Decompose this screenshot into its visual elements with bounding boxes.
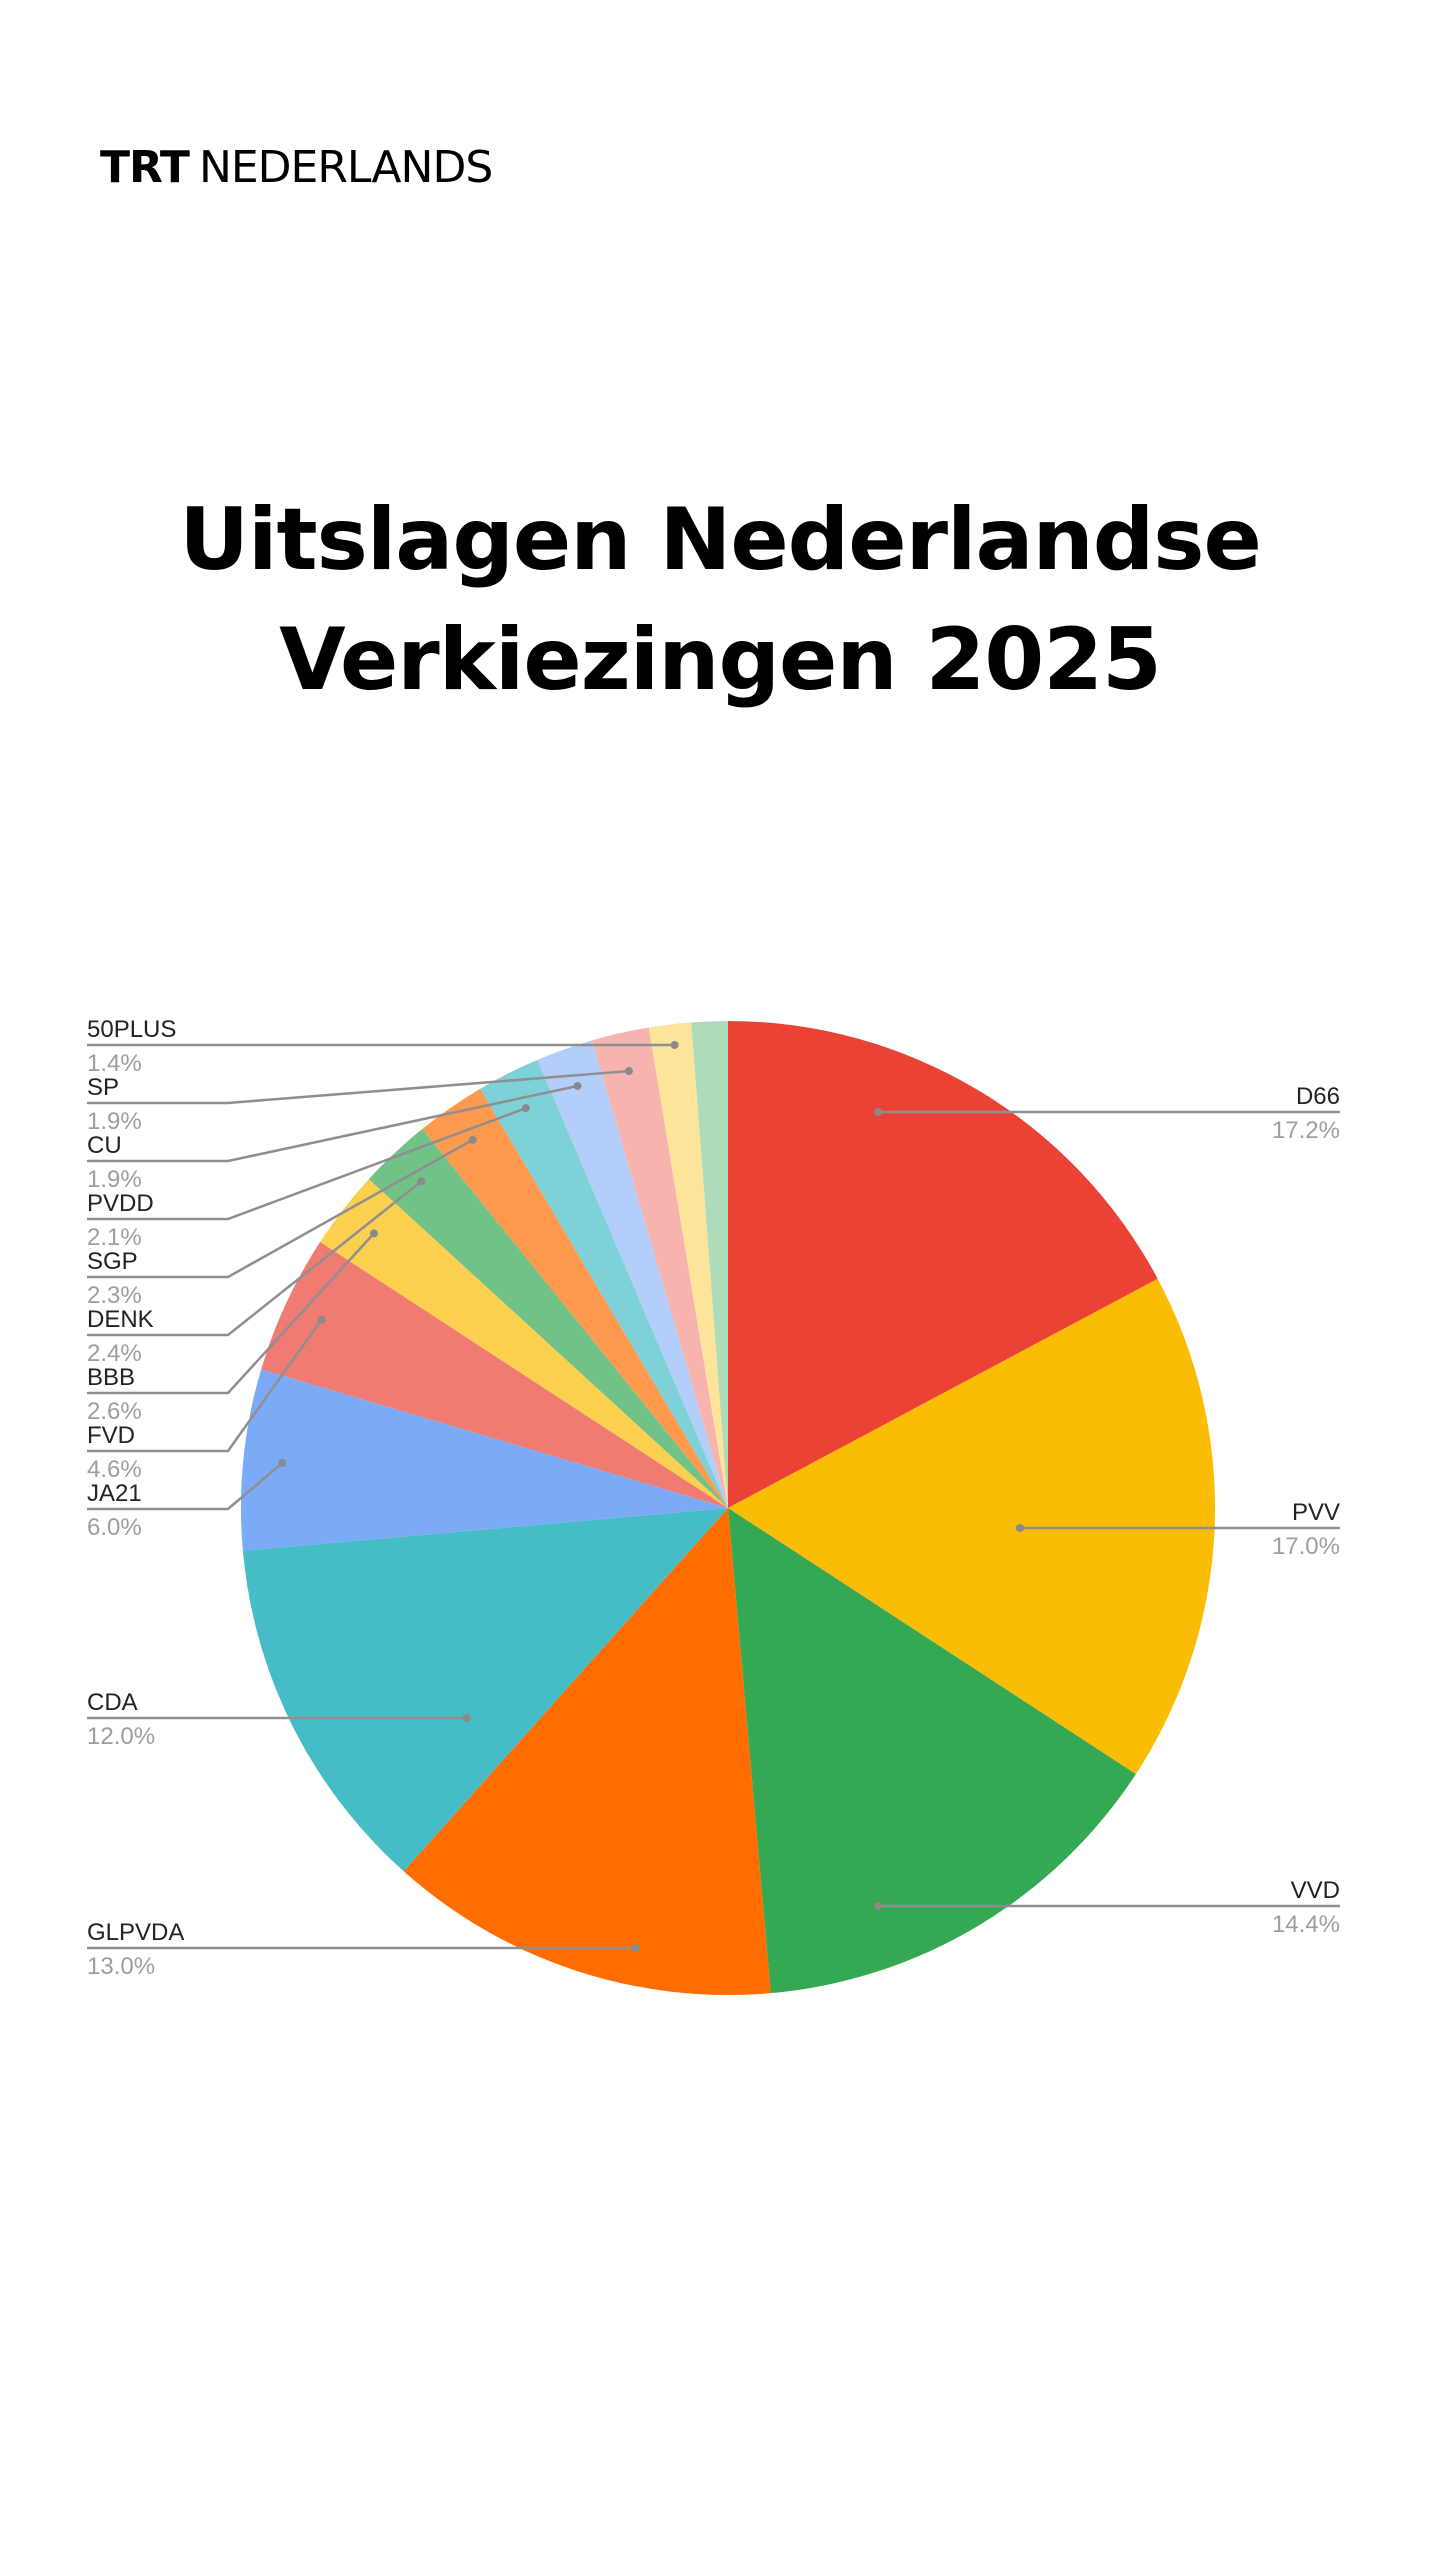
slice-value-pvv: 17.0% — [1272, 1533, 1340, 1560]
pie-slice-sgp — [422, 1088, 728, 1508]
pie-slice-other — [691, 1021, 728, 1508]
chart-title: Uitslagen Nederlandse Verkiezingen 2025 — [0, 480, 1440, 720]
slice-value-sp: 1.9% — [87, 1108, 142, 1135]
pie-slice-d66 — [728, 1021, 1158, 1508]
brand-logo: TRT NEDERLANDS — [100, 146, 493, 190]
slice-value-d66: 17.2% — [1272, 1117, 1340, 1144]
slice-label-cda: CDA — [87, 1689, 138, 1716]
slice-value-cu: 1.9% — [87, 1166, 142, 1193]
slice-value-bbb: 2.6% — [87, 1398, 142, 1425]
pie-slice-pvdd — [480, 1059, 728, 1508]
pie-slice-bbb — [320, 1179, 728, 1508]
leader-line-ja21 — [87, 1462, 284, 1511]
leader-line-pvdd — [87, 1106, 527, 1221]
chart-title-line-2: Verkiezingen 2025 — [279, 610, 1162, 710]
leader-dot-glpvda — [631, 1944, 640, 1952]
leader-line-bbb — [87, 1232, 375, 1395]
slice-label-bbb: BBB — [87, 1364, 135, 1391]
leader-dot-sgp — [468, 1135, 477, 1144]
slice-value-sgp: 2.3% — [87, 1282, 142, 1309]
leader-dot-50plus — [670, 1041, 679, 1049]
slice-value-glpvda: 13.0% — [87, 1953, 155, 1980]
leader-line-cu — [87, 1084, 578, 1163]
pie-leader-lines — [87, 1041, 1340, 1952]
leader-dot-fvd — [317, 1315, 326, 1324]
slice-label-pvdd: PVDD — [87, 1190, 154, 1217]
slice-label-vvd: VVD — [1291, 1877, 1340, 1904]
pie-slice-cu — [537, 1040, 728, 1508]
slice-label-sp: SP — [87, 1074, 119, 1101]
leader-line-denk — [87, 1180, 423, 1337]
slice-label-sgp: SGP — [87, 1248, 138, 1275]
leader-dot-cda — [462, 1714, 471, 1722]
slice-label-d66: D66 — [1296, 1083, 1340, 1110]
slice-value-vvd: 14.4% — [1272, 1911, 1340, 1938]
leader-line-sp — [87, 1069, 629, 1105]
slice-label-ja21: JA21 — [87, 1480, 142, 1507]
slice-value-cda: 12.0% — [87, 1723, 155, 1750]
pie-slice-fvd — [261, 1241, 728, 1508]
slice-label-glpvda: GLPVDA — [87, 1919, 184, 1946]
pie-slice-denk — [368, 1128, 728, 1508]
slice-label-fvd: FVD — [87, 1422, 135, 1449]
slice-label-cu: CU — [87, 1132, 122, 1159]
leader-dot-sp — [624, 1067, 633, 1076]
leader-dot-vvd — [874, 1902, 883, 1910]
leader-dot-pvdd — [521, 1104, 530, 1113]
slice-value-ja21: 6.0% — [87, 1514, 142, 1541]
slice-label-50plus: 50PLUS — [87, 1016, 176, 1043]
leader-dot-denk — [417, 1177, 426, 1186]
slice-value-denk: 2.4% — [87, 1340, 142, 1367]
pie-slice-50plus — [648, 1022, 728, 1508]
slice-value-fvd: 4.6% — [87, 1456, 142, 1483]
leader-dot-d66 — [874, 1108, 883, 1116]
pie-slices — [241, 1021, 1215, 1995]
pie-slice-pvv — [728, 1278, 1215, 1775]
pie-slice-glpvda — [403, 1508, 771, 1995]
slice-value-50plus: 1.4% — [87, 1050, 142, 1077]
pie-labels: D66 17.2% PVV 17.0% VVD 14.4% GLPVDA 13.0% CDA 12… — [87, 1016, 1340, 1980]
pie-slice-sp — [592, 1027, 728, 1508]
leader-dot-bbb — [369, 1229, 378, 1238]
leader-dot-ja21 — [278, 1459, 287, 1468]
slice-label-denk: DENK — [87, 1306, 154, 1333]
logo-region: NEDERLANDS — [198, 142, 493, 193]
logo-brand: TRT — [100, 142, 190, 193]
pie-slice-vvd — [728, 1508, 1136, 1994]
leader-line-sgp — [87, 1138, 474, 1279]
slice-value-pvdd: 2.1% — [87, 1224, 142, 1251]
chart-title-line-1: Uitslagen Nederlandse — [179, 490, 1262, 590]
leader-line-fvd — [87, 1319, 323, 1453]
slice-label-pvv: PVV — [1292, 1499, 1340, 1526]
pie-slice-ja21 — [241, 1369, 728, 1551]
pie-slice-cda — [242, 1508, 728, 1872]
leader-dot-pvv — [1015, 1524, 1024, 1532]
leader-dot-cu — [573, 1081, 582, 1090]
